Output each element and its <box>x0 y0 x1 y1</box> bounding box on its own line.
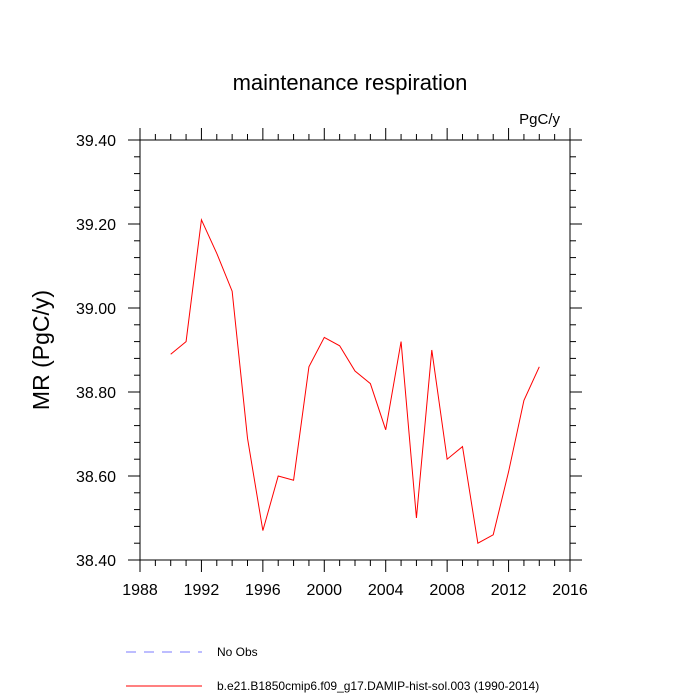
y-axis-title: MR (PgC/y) <box>28 290 54 410</box>
x-tick-labels: 1988 1992 1996 2000 2004 2008 2012 2016 <box>122 582 588 599</box>
y-tick-labels: 38.40 38.60 38.80 39.00 39.20 39.40 <box>76 133 116 570</box>
x-tick-label: 2012 <box>491 582 527 599</box>
x-tick-label: 2016 <box>552 582 588 599</box>
x-tick-label: 2000 <box>306 582 342 599</box>
y-tick-label: 39.00 <box>76 301 116 318</box>
legend: No Obs b.e21.B1850cmip6.f09_g17.DAMIP-his… <box>126 645 539 693</box>
y-tick-label: 38.40 <box>76 553 116 570</box>
legend-label: No Obs <box>217 645 258 659</box>
chart-title: maintenance respiration <box>233 70 468 95</box>
x-tick-label: 1992 <box>184 582 220 599</box>
y-tick-label: 38.60 <box>76 469 116 486</box>
plot-frame <box>139 139 571 561</box>
y-tick-label: 39.40 <box>76 133 116 150</box>
x-tick-label: 1988 <box>122 582 158 599</box>
axis-ticks <box>128 128 582 572</box>
legend-item: No Obs <box>126 645 258 659</box>
x-tick-label: 1996 <box>245 582 281 599</box>
x-tick-label: 2004 <box>368 582 404 599</box>
plot-area <box>170 217 540 544</box>
y-tick-label: 39.20 <box>76 217 116 234</box>
x-tick-label: 2008 <box>429 582 465 599</box>
units-label: PgC/y <box>519 111 560 128</box>
legend-label: b.e21.B1850cmip6.f09_g17.DAMIP-hist-sol.… <box>217 679 539 693</box>
y-tick-label: 38.80 <box>76 385 116 402</box>
legend-item: b.e21.B1850cmip6.f09_g17.DAMIP-hist-sol.… <box>126 679 539 693</box>
series-line <box>170 217 540 544</box>
